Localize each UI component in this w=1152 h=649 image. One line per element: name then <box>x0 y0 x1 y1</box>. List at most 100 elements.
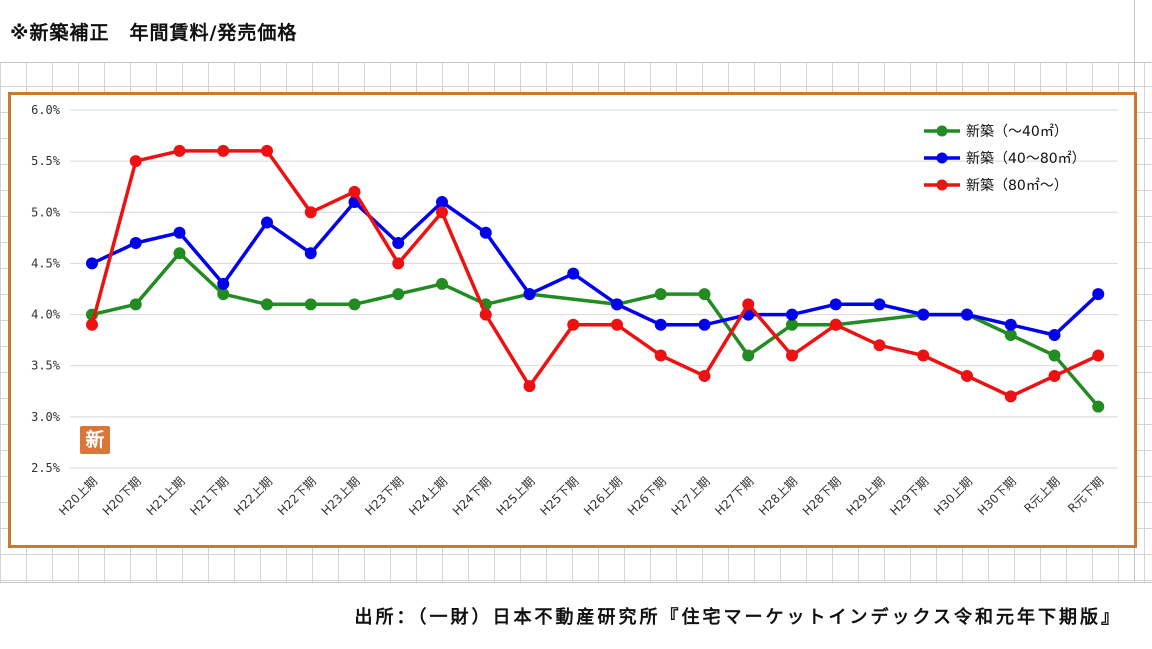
x-tick-label: H22下期 <box>275 474 319 518</box>
data-point <box>392 288 405 301</box>
y-tick-label: 3.0% <box>31 410 61 424</box>
data-point <box>742 349 755 362</box>
data-point <box>611 318 623 331</box>
source-bar: 出所：（一財）日本不動産研究所『住宅マーケットインデックス令和元年下期版』 <box>0 582 1152 649</box>
data-point <box>173 144 186 157</box>
x-tick-label: H20上期 <box>56 474 100 518</box>
data-point <box>173 247 186 260</box>
data-point <box>786 318 798 331</box>
data-point <box>217 277 230 290</box>
data-point <box>304 298 317 311</box>
x-tick-label: H23下期 <box>362 474 406 518</box>
data-point <box>1004 390 1017 403</box>
data-point <box>436 196 448 209</box>
data-point <box>348 185 361 198</box>
x-tick-label: H21下期 <box>187 474 231 518</box>
data-point <box>611 298 623 311</box>
data-point <box>479 308 492 321</box>
x-tick-label: H30下期 <box>975 474 1019 518</box>
data-point <box>567 267 580 280</box>
data-point <box>86 318 98 331</box>
data-point <box>786 308 798 321</box>
legend-swatch-marker <box>936 152 948 164</box>
data-point <box>479 226 492 239</box>
data-point <box>829 318 842 331</box>
data-point <box>698 288 711 301</box>
series-line <box>91 200 1100 337</box>
x-tick-label: H24上期 <box>406 474 450 518</box>
title-bar: ※新築補正 年間賃料/発売価格 <box>0 0 1152 63</box>
data-point <box>654 318 667 331</box>
y-tick-label: 5.0% <box>31 205 61 219</box>
x-tick-label: R元上期 <box>1021 474 1062 515</box>
data-point <box>217 144 230 157</box>
x-tick-label: H25上期 <box>494 474 538 518</box>
data-point <box>1092 400 1105 413</box>
data-point <box>873 339 886 352</box>
data-point <box>523 288 536 301</box>
x-tick-label: H29上期 <box>844 474 888 518</box>
x-tick-label: H28下期 <box>800 474 844 518</box>
chart-legend: 新築（～40㎡） 新築（40～80㎡） 新築（80㎡～） <box>924 124 1086 194</box>
data-point <box>961 308 973 321</box>
data-point <box>567 318 580 331</box>
data-point <box>436 206 448 219</box>
data-point <box>217 288 230 301</box>
data-point <box>261 216 273 229</box>
data-point <box>917 349 930 362</box>
data-point <box>698 369 711 382</box>
data-point <box>348 298 361 311</box>
legend-swatch-marker <box>936 125 948 137</box>
data-point <box>1092 288 1105 301</box>
source-note: 出所：（一財）日本不動産研究所『住宅マーケットインデックス令和元年下期版』 <box>354 607 1122 628</box>
y-tick-label: 5.5% <box>31 154 61 168</box>
x-tick-label: H24下期 <box>450 474 494 518</box>
x-tick-label: H27下期 <box>712 474 756 518</box>
data-point <box>1048 369 1061 382</box>
y-axis-tick-labels: 2.5% 3.0% 3.5% 4.0% 4.5% 5.0% 5.5% 6.0% <box>31 103 61 475</box>
data-point <box>698 318 711 331</box>
data-point <box>829 298 842 311</box>
legend-entry: 新築（80㎡～） <box>966 178 1068 194</box>
legend-entry: 新築（～40㎡） <box>966 124 1068 140</box>
y-tick-label: 4.0% <box>31 308 61 322</box>
data-point <box>1048 349 1061 362</box>
x-tick-label: H27上期 <box>669 474 713 518</box>
data-point <box>173 226 186 239</box>
data-point <box>654 349 667 362</box>
x-tick-label: H28上期 <box>756 474 800 518</box>
data-point <box>1048 329 1061 342</box>
data-point <box>961 369 973 382</box>
data-point <box>523 380 536 393</box>
chart-series <box>86 144 1105 413</box>
legend-swatch-marker <box>936 179 948 191</box>
series-line <box>91 251 1100 408</box>
data-point <box>436 277 448 290</box>
y-tick-label: 4.5% <box>31 256 61 270</box>
y-tick-label: 2.5% <box>31 461 61 475</box>
data-point <box>304 247 317 260</box>
series-line <box>90 149 1100 399</box>
x-tick-label: H21上期 <box>144 474 188 518</box>
data-point <box>742 298 755 311</box>
x-tick-label: H20下期 <box>100 474 144 518</box>
data-point <box>129 298 142 311</box>
data-point <box>873 298 886 311</box>
data-point <box>1004 318 1017 331</box>
x-tick-label: R元下期 <box>1065 474 1106 515</box>
x-tick-label: H29下期 <box>887 474 931 518</box>
data-point <box>392 236 405 249</box>
y-tick-label: 6.0% <box>31 103 61 117</box>
data-point <box>261 144 273 157</box>
page-title: ※新築補正 年間賃料/発売価格 <box>10 22 298 44</box>
x-tick-label: H22上期 <box>231 474 275 518</box>
data-point <box>261 298 273 311</box>
data-point <box>304 206 317 219</box>
x-tick-label: H30上期 <box>931 474 975 518</box>
data-point <box>1092 349 1105 362</box>
legend-entry: 新築（40～80㎡） <box>966 151 1086 167</box>
data-point <box>129 155 142 168</box>
x-axis-tick-labels: H20上期 H20下期 H21上期 H21下期 H22上期 H22下期 H23上期 H23下期… <box>56 474 1106 518</box>
data-point <box>129 236 142 249</box>
